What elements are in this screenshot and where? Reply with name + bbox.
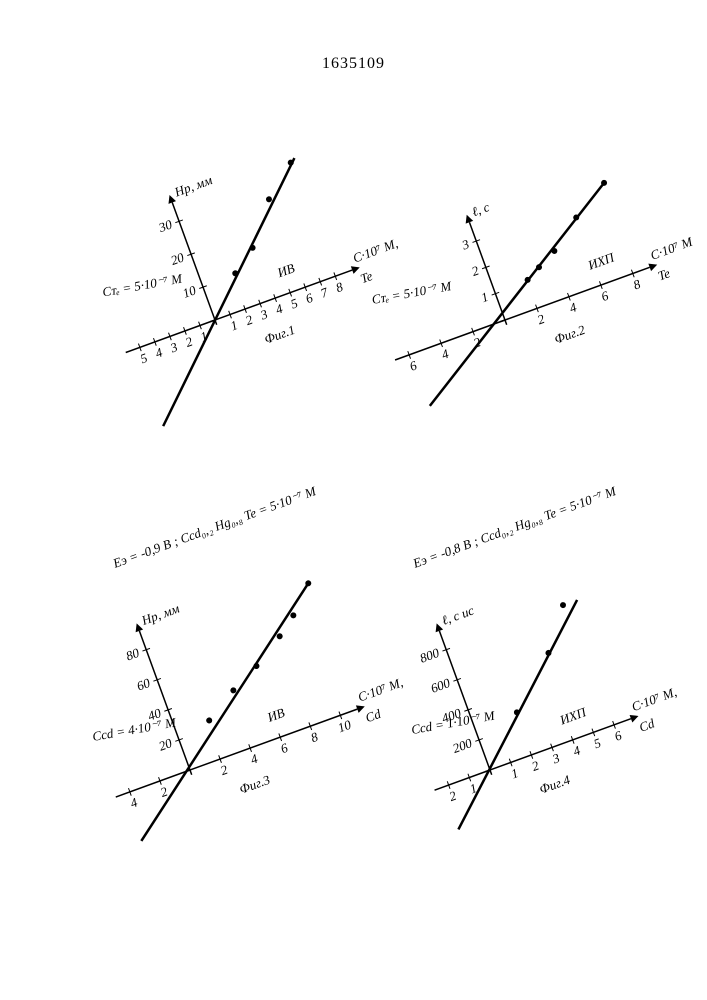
x-tick-label: 3 [549,750,562,767]
y-tick-label: 2 [469,262,481,278]
x-tick-label: 4 [571,742,583,758]
x-tick-label: 4 [567,299,579,315]
series-label: ИХП [585,249,618,273]
x-tick-label: 1 [509,765,520,781]
x-tick-label: 2 [218,762,230,778]
x-tick-label: 6 [599,288,611,304]
y-axis-label: ℓ, с [470,199,492,219]
y-tick-label: 10 [181,282,199,301]
x-tick-label: 8 [631,276,643,292]
x-axis-neg [395,320,505,360]
x-tick-label: 2 [530,757,542,773]
data-point [205,717,213,725]
x-neg-tick-label: 2 [447,788,459,804]
page: 1635109 Hр, мм10203012345678C·10⁷ M,Te12… [0,0,707,1000]
document-number: 1635109 [0,55,707,73]
panel-fig4: ℓ, с ис200400600800123456C·10⁷ M,Cd12ИХП… [375,550,675,910]
x-tick-label: 10 [336,717,354,736]
y-axis [139,631,191,775]
chart-fig3: Hр, мм20406080246810C·10⁷ M,Cd24ИВCcd = … [60,550,370,910]
header-fig3: Eэ = -0,9 В ; Ccd₀,₂ Hg₀,₈ Te = 5·10⁻⁷ M [110,483,319,571]
x-neg-tick-label: 6 [407,357,419,373]
x-tick-label: 8 [309,729,321,745]
x-tick-label: 1 [228,317,239,333]
x-neg-tick-label: 4 [439,346,451,362]
chart-fig1: Hр, мм10203012345678C·10⁷ M,Te12345ИВCᴛₑ… [60,120,370,440]
x-neg-tick-label: 2 [471,334,483,350]
figure-label: Фиг.3 [237,772,272,797]
series-label: ИХП [557,704,590,728]
y-axis-arrow [133,622,143,632]
neg-annotation: Cᴛₑ = 5·10⁻⁷ M [101,270,184,299]
figure-label: Фиг.2 [552,322,587,347]
y-tick-label: 600 [429,675,453,696]
x-tick-label: 4 [273,301,285,317]
fit-line [78,583,371,841]
y-tick-label: 30 [156,216,175,235]
figure-label: Фиг.4 [537,772,572,797]
y-axis-arrow [166,194,176,204]
x-axis-sublabel: Te [358,268,374,286]
y-axis-arrow [463,213,473,223]
chart-fig4: ℓ, с ис200400600800123456C·10⁷ M,Cd12ИХП… [375,550,675,910]
y-tick-label: 200 [450,735,474,756]
x-tick-label: 4 [248,751,260,767]
x-neg-tick-label: 4 [128,794,140,810]
y-tick-label: 20 [169,249,187,268]
y-axis-label: Hр, мм [171,172,214,200]
x-tick-label: 3 [257,306,270,323]
figure-label: Фиг.1 [262,322,297,347]
x-neg-tick-label: 4 [153,344,165,360]
y-tick-label: 80 [124,645,142,664]
series-label: ИВ [264,705,286,725]
y-tick-label: 800 [418,645,442,666]
data-point [559,601,567,609]
neg-annotation: Cᴛₑ = 5·10⁻⁷ M [370,278,453,307]
x-tick-label: 6 [612,727,624,743]
panel-fig3: Hр, мм20406080246810C·10⁷ M,Cd24ИВCcd = … [60,550,370,910]
x-tick-label: 7 [319,284,331,300]
y-tick-label: 20 [157,735,175,754]
x-tick-label: 6 [304,290,316,306]
x-neg-tick-label: 5 [138,350,150,366]
x-tick-label: 2 [535,311,547,327]
x-axis-sublabel: Cd [637,715,657,734]
series-label: ИВ [274,260,296,280]
x-neg-tick-label: 3 [167,339,180,356]
x-tick-label: 5 [592,735,604,751]
panel-fig2: ℓ, с1232468C·10⁷ MTe246ИХПCᴛₑ = 5·10⁻⁷ M… [375,120,675,440]
chart-fig2: ℓ, с1232468C·10⁷ MTe246ИХПCᴛₑ = 5·10⁻⁷ M… [375,120,675,440]
header-fig4: Eэ = -0,8 В ; Ccd₀,₂ Hg₀,₈ Te = 5·10⁻⁷ M [410,483,619,571]
y-tick-label: 60 [135,675,153,694]
y-tick-label: 3 [459,236,472,253]
y-axis [439,631,491,775]
x-axis-label: C·10⁷ M [648,233,695,262]
x-axis-neg [435,770,490,790]
x-tick-label: 8 [334,279,346,295]
x-axis-sublabel: Te [656,265,672,283]
panel-fig1: Hр, мм10203012345678C·10⁷ M,Te12345ИВCᴛₑ… [60,120,370,440]
x-neg-tick-label: 2 [183,333,195,349]
x-tick-label: 2 [243,312,255,328]
x-axis-label: C·10⁷ M, [629,684,678,714]
y-axis-arrow [433,622,443,632]
x-tick-label: 6 [279,740,291,756]
y-axis-label: Hр, мм [139,601,182,629]
x-tick-label: 5 [288,295,300,311]
y-axis-label: ℓ, с ис [440,602,477,628]
y-tick-label: 1 [479,289,490,305]
